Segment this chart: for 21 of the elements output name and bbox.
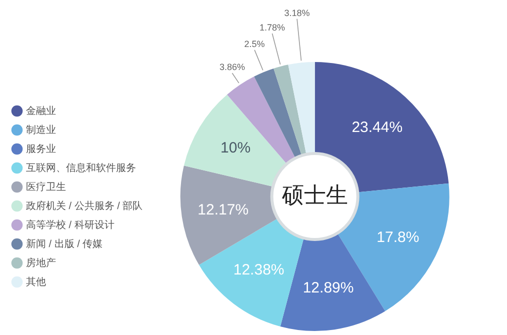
data-label: 1.78% (259, 22, 285, 32)
data-label: 10% (220, 140, 251, 157)
data-label: 2.5% (244, 38, 265, 49)
text: 硕士生 (280, 182, 348, 208)
data-label: 12.17% (198, 202, 249, 219)
legend-label: 房地产 (26, 256, 56, 269)
legend-label: 其他 (26, 276, 46, 288)
legend-label: 互联网、信息和软件服务 (26, 162, 136, 174)
data-label: 17.8% (376, 228, 420, 246)
data-label: 12.38% (233, 262, 284, 279)
legend-label: 服务业 (26, 142, 56, 155)
legend-label: 金融业 (26, 104, 56, 117)
legend-label: 医疗卫生 (26, 180, 66, 193)
data-label: 23.44% (352, 118, 403, 136)
legend-label: 制造业 (26, 124, 56, 136)
legend-label: 政府机关 / 公共服务 / 部队 (26, 200, 143, 212)
legend-label: 新闻 / 出版 / 传媒 (26, 238, 103, 250)
data-label: 3.86% (219, 62, 245, 72)
data-label: 3.18% (284, 8, 310, 18)
data-label: 12.89% (302, 279, 354, 296)
legend-label: 高等学校 / 科研设计 (26, 218, 114, 231)
